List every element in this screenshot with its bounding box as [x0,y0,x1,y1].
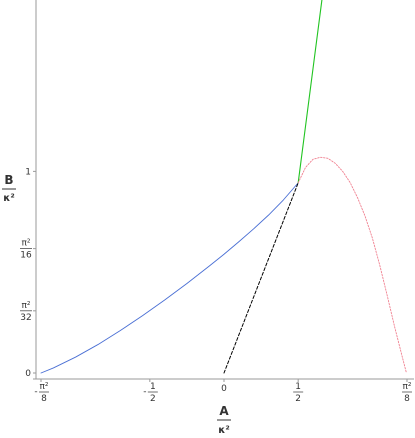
series-line-2 [297,0,323,184]
series-layer [40,0,407,374]
x-axis-title-denominator: κ² [218,425,229,436]
y-axis-title: B κ² [2,173,16,204]
y-tick-numerator: π² [21,239,30,249]
svg-text:-: - [143,387,146,397]
x-tick-denominator: 8 [404,394,410,404]
y-tick-denominator: 16 [20,251,32,261]
y-tick-denominator: 32 [20,313,31,323]
x-tick-denominator: 8 [41,394,47,404]
y-axis-title-numerator: B [4,173,13,187]
y-tick-label: 0 [25,369,31,379]
x-axis-title: A κ² [217,404,231,436]
x-axis-title-numerator: A [219,404,229,418]
x-tick-numerator: 1 [150,382,156,392]
x-tick-numerator: π² [39,382,48,392]
x-tick-1: - π² 8 [34,379,49,404]
x-tick-denominator: 2 [150,394,156,404]
series-line-3 [223,182,299,374]
x-tick-denominator: 2 [295,394,301,404]
series-line-4 [297,156,407,374]
x-tick-numerator: 1 [295,382,301,392]
x-tick-4: 12 [293,379,304,404]
x-tick-label: 0 [221,384,227,394]
x-tick-2: -1 2 [143,379,158,404]
svg-text:-: - [34,387,37,397]
y-tick-4: 1 [25,167,36,177]
x-tick-numerator: π² [402,382,411,392]
series-line-1 [40,182,299,374]
y-axis-title-denominator: κ² [3,193,14,204]
y-tick-1: 0 [25,369,36,379]
y-tick-label: 1 [25,167,31,177]
x-tick-5: π² 8 [402,379,412,404]
y-tick-2: π² 32 [20,301,36,323]
y-tick-3: π² 16 [20,239,36,261]
x-tick-3: 0 [221,379,227,394]
y-tick-numerator: π² [21,301,30,311]
